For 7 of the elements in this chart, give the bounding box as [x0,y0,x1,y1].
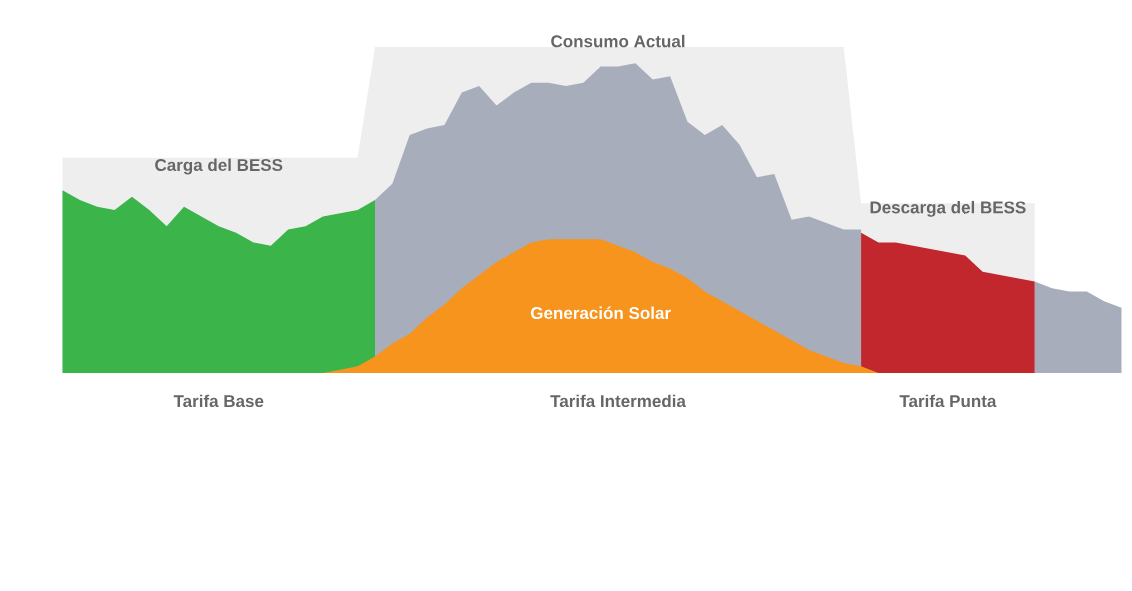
text: Tarifa Punta [899,394,997,408]
series-label: Carga del BESS [155,158,283,175]
series-label: Generación Solar [530,306,671,320]
series-label: Descarga del BESS [870,200,1026,217]
series-label: Consumo Actual [551,34,685,48]
text: Tarifa Base [173,394,264,408]
text: Tarifa Intermedia [550,394,686,408]
